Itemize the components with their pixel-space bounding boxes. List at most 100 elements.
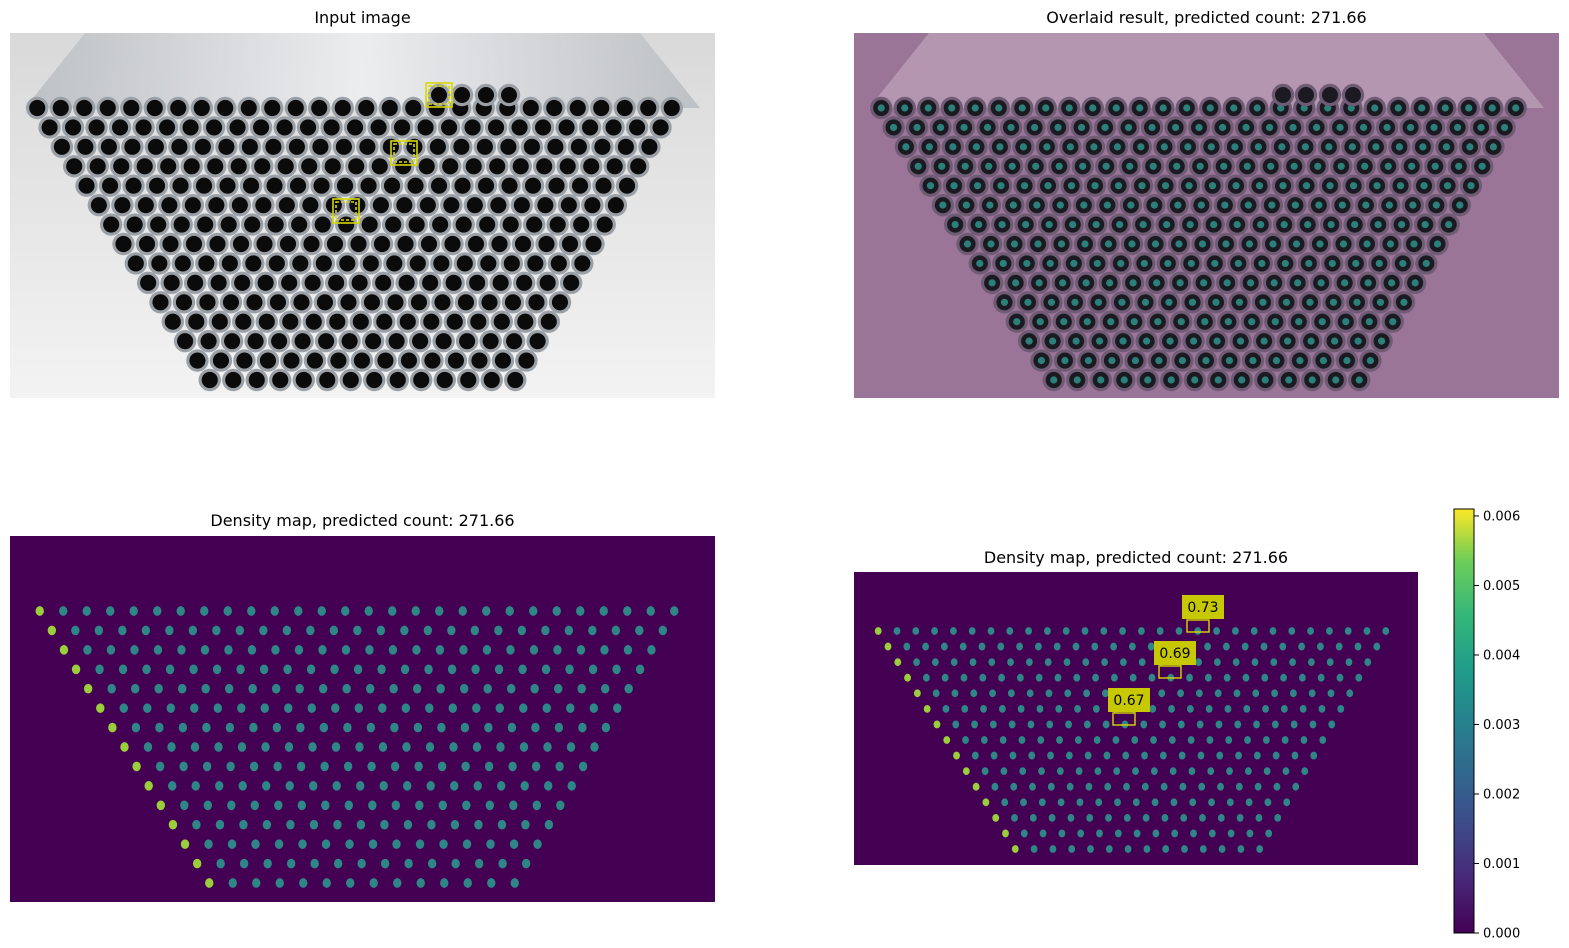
density-density-peak (485, 800, 495, 811)
overlay-density-peak (961, 162, 969, 170)
density2-density-peak (1027, 720, 1035, 729)
input-tube-hole (360, 177, 377, 194)
overlay-density-peak (1009, 201, 1017, 209)
density-density-peak (390, 722, 399, 733)
density-density-peak (435, 645, 445, 655)
density-density-peak (505, 606, 514, 616)
input-tube-hole (397, 235, 414, 253)
input-tube-hole (342, 371, 359, 389)
density2-density-peak (1179, 782, 1187, 791)
density-density-peak (226, 761, 235, 772)
input-tube-hole (135, 119, 152, 136)
density-density-peak (344, 800, 354, 811)
density2-density-peak (1223, 673, 1231, 682)
input-tube-hole (162, 235, 179, 253)
density2-density-peak (1246, 829, 1254, 838)
overlay-density-peak (1141, 298, 1150, 306)
score-label: 0.73 (1187, 600, 1218, 616)
overlay-density-peak (1221, 201, 1229, 209)
input-tube-hole (376, 313, 393, 330)
density2-density-peak (1152, 829, 1160, 838)
overlay-density-peak (1430, 123, 1438, 132)
input-tube-hole (514, 235, 532, 253)
density-density-peak (379, 781, 388, 791)
input-tube-hole (182, 119, 199, 136)
overlay-density-peak (1419, 143, 1427, 151)
density-density-peak (482, 645, 492, 655)
overlay-density-peak (1124, 123, 1133, 132)
overlay-density-peak (1441, 104, 1449, 112)
input-tube-hole (563, 274, 580, 291)
input-tube-hole (640, 99, 657, 117)
input-tube-hole (302, 197, 319, 214)
overlay-density-peak (1186, 220, 1194, 229)
input-tube-hole (417, 119, 434, 136)
overlay-density-peak (1432, 201, 1440, 209)
density-density-peak (378, 742, 388, 752)
overlay-density-peak (1033, 201, 1041, 209)
input-tube-hole (294, 333, 311, 350)
density-density-peak (118, 664, 128, 675)
density-density-peak (224, 683, 234, 694)
input-tube-hole (435, 333, 452, 350)
density-density-peak (225, 722, 235, 733)
density2-density-peak (1055, 704, 1063, 713)
input-tube-hole (641, 138, 658, 155)
overlay-density-peak (1512, 104, 1520, 112)
density2-density-peak (1237, 845, 1245, 853)
density-density-peak (506, 683, 516, 694)
input-tube-hole (546, 99, 563, 117)
overlay-density-peak (1465, 104, 1473, 112)
density-density-peak (321, 800, 330, 811)
density2-density-peak (1010, 782, 1018, 791)
overlay-density-peak (1036, 318, 1044, 326)
density2-density-peak (999, 736, 1007, 744)
input-tube-hole (595, 177, 612, 194)
density2-density-peak (1001, 798, 1009, 807)
density-density-peak (517, 625, 527, 636)
input-tube-hole (336, 177, 354, 194)
density-density-peak (600, 645, 609, 655)
input-tube-hole (460, 371, 477, 389)
density-density-peak (298, 839, 307, 849)
density-density-peak (487, 878, 496, 888)
density-density-peak (94, 625, 104, 636)
density2-density-peak (1093, 736, 1101, 744)
overlay-density-peak (1418, 104, 1426, 112)
overlay-density-peak (1034, 240, 1042, 248)
density-density-peak (203, 800, 213, 811)
overlay-density-peak (1269, 240, 1277, 248)
input-tube-hole (150, 216, 167, 233)
density2-density-peak (1161, 813, 1169, 822)
input-tube-hole (295, 371, 312, 389)
density2-density-peak (1133, 829, 1141, 838)
density-density-peak (462, 800, 471, 811)
density2-density-peak (1264, 798, 1272, 807)
input-image (10, 33, 715, 398)
density2-density-peak (953, 751, 960, 760)
density2-density-peak (893, 627, 901, 635)
density-density-peak (342, 683, 351, 694)
density-density-peak (295, 683, 304, 694)
input-tube-hole (301, 158, 318, 175)
density-density-peak (646, 606, 655, 616)
input-tube-hole (209, 235, 226, 253)
density2-density-peak (1156, 627, 1164, 635)
input-tube-hole (490, 197, 507, 214)
density2-density-peak (998, 673, 1005, 682)
overlay-density-peak (1400, 298, 1408, 306)
overlay-density-peak (1265, 123, 1274, 132)
input-tube-hole (78, 177, 95, 194)
density2-density-peak (972, 782, 980, 791)
overlay-density-peak (986, 201, 994, 209)
density-density-peak (224, 645, 233, 655)
overlay-density-peak (1000, 298, 1009, 306)
overlay-density-peak (1347, 104, 1355, 112)
input-tube-hole (161, 197, 178, 214)
overlay-density-peak (1049, 337, 1057, 345)
overlay-density-peak (1107, 318, 1115, 326)
overlay-density-peak (914, 162, 922, 170)
input-tube-hole (200, 333, 217, 350)
density2-density-peak (968, 627, 976, 635)
input-tube-hole (253, 119, 270, 136)
